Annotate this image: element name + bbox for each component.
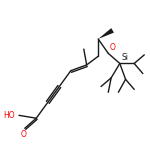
Text: HO: HO [3,111,15,120]
Text: O: O [110,43,116,52]
Text: Si: Si [121,53,128,62]
Polygon shape [98,28,114,39]
Text: O: O [20,130,26,139]
